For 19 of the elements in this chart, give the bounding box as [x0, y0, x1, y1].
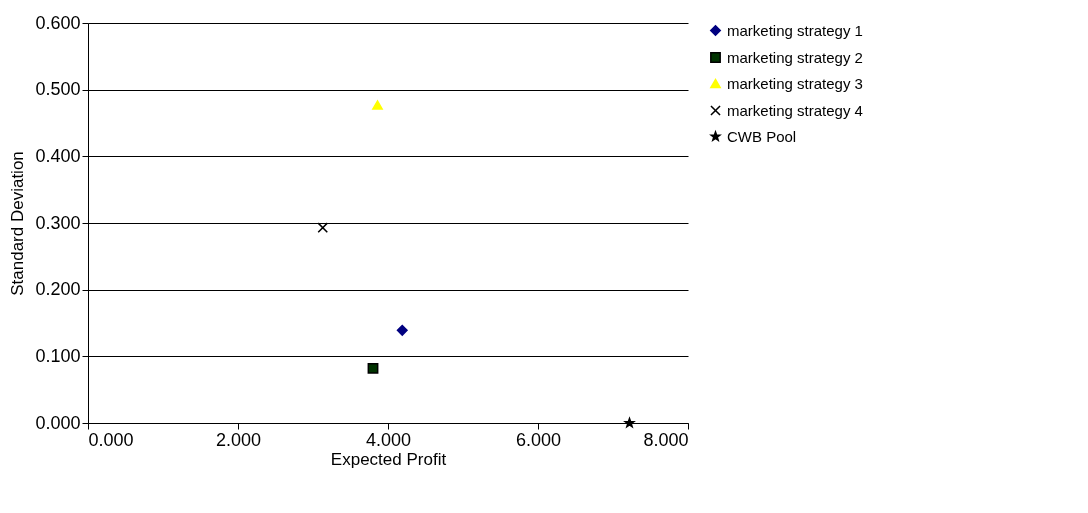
legend-label: marketing strategy 2 — [727, 48, 863, 66]
legend-label: marketing strategy 1 — [727, 21, 863, 39]
y-tick-label: 0.600 — [35, 12, 81, 33]
y-tick-label: 0.500 — [35, 79, 81, 100]
legend-label: marketing strategy 4 — [727, 101, 863, 119]
legend-label: CWB Pool — [727, 127, 797, 145]
x-axis-title: Expected Profit — [330, 449, 447, 469]
x-tick-label: 6.000 — [515, 429, 562, 450]
y-axis-title: Standard Deviation — [8, 151, 28, 296]
x-tick-label: 8.000 — [643, 429, 689, 450]
x-tick-label: 2.000 — [215, 429, 262, 450]
y-tick-label: 0.000 — [35, 412, 81, 433]
legend-label: marketing strategy 3 — [727, 74, 863, 92]
x-tick-label: 0.000 — [88, 429, 134, 450]
x-tick-label: 4.000 — [365, 429, 412, 450]
y-tick-label: 0.200 — [35, 279, 81, 300]
y-tick-label: 0.300 — [35, 212, 81, 233]
y-tick-label: 0.100 — [35, 345, 81, 366]
y-tick-label: 0.400 — [35, 145, 81, 166]
